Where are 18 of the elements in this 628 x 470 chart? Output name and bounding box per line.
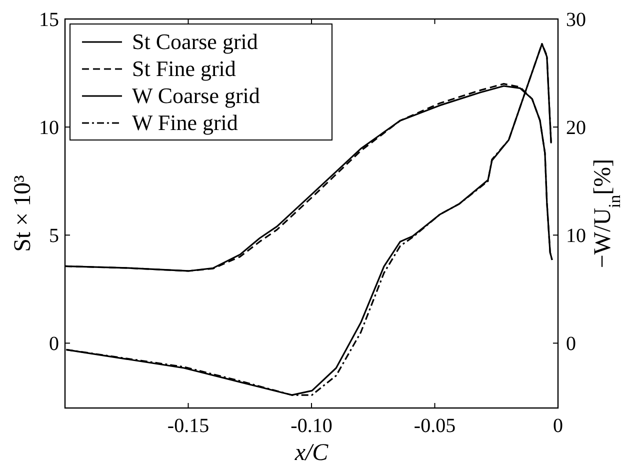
legend-label: W Coarse grid [132, 83, 260, 108]
y-tick-label: 15 [39, 9, 59, 31]
y-axis-title: St × 10³ [10, 175, 36, 252]
x-tick-label: 0 [553, 415, 563, 437]
legend-label: St Coarse grid [132, 29, 258, 54]
x-tick-label: -0.05 [414, 415, 456, 437]
y-tick-label: 10 [39, 117, 59, 140]
x-tick-label: -0.10 [290, 415, 332, 437]
x-tick-label: -0.15 [167, 415, 210, 437]
legend-label: W Fine grid [132, 110, 238, 135]
y-tick-label: 5 [49, 225, 59, 248]
legend-label: St Fine grid [132, 56, 236, 81]
x-axis-title: x/C [294, 440, 330, 466]
y2-tick-label: 30 [566, 9, 586, 31]
y2-tick-label: 0 [566, 333, 576, 356]
y-tick-label: 0 [49, 333, 59, 356]
y2-tick-label: 20 [566, 117, 586, 140]
y2-tick-label: 10 [566, 225, 586, 248]
